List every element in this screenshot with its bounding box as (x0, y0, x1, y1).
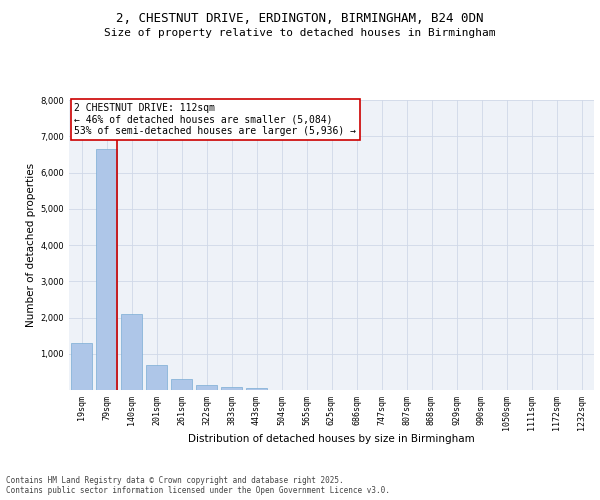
Text: Contains HM Land Registry data © Crown copyright and database right 2025.
Contai: Contains HM Land Registry data © Crown c… (6, 476, 390, 495)
Bar (196, 385, 217, 390)
Bar (146, 364, 167, 390)
Bar (96, 149, 117, 390)
Bar (71, 342, 92, 390)
Text: 2 CHESTNUT DRIVE: 112sqm
← 46% of detached houses are smaller (5,084)
53% of sem: 2 CHESTNUT DRIVE: 112sqm ← 46% of detach… (74, 103, 356, 136)
X-axis label: Distribution of detached houses by size in Birmingham: Distribution of detached houses by size … (188, 434, 475, 444)
Bar (171, 379, 192, 390)
Bar (221, 386, 242, 390)
Bar (121, 314, 142, 390)
Text: 2, CHESTNUT DRIVE, ERDINGTON, BIRMINGHAM, B24 0DN: 2, CHESTNUT DRIVE, ERDINGTON, BIRMINGHAM… (116, 12, 484, 26)
Bar (246, 388, 267, 390)
Text: Size of property relative to detached houses in Birmingham: Size of property relative to detached ho… (104, 28, 496, 38)
Y-axis label: Number of detached properties: Number of detached properties (26, 163, 36, 327)
